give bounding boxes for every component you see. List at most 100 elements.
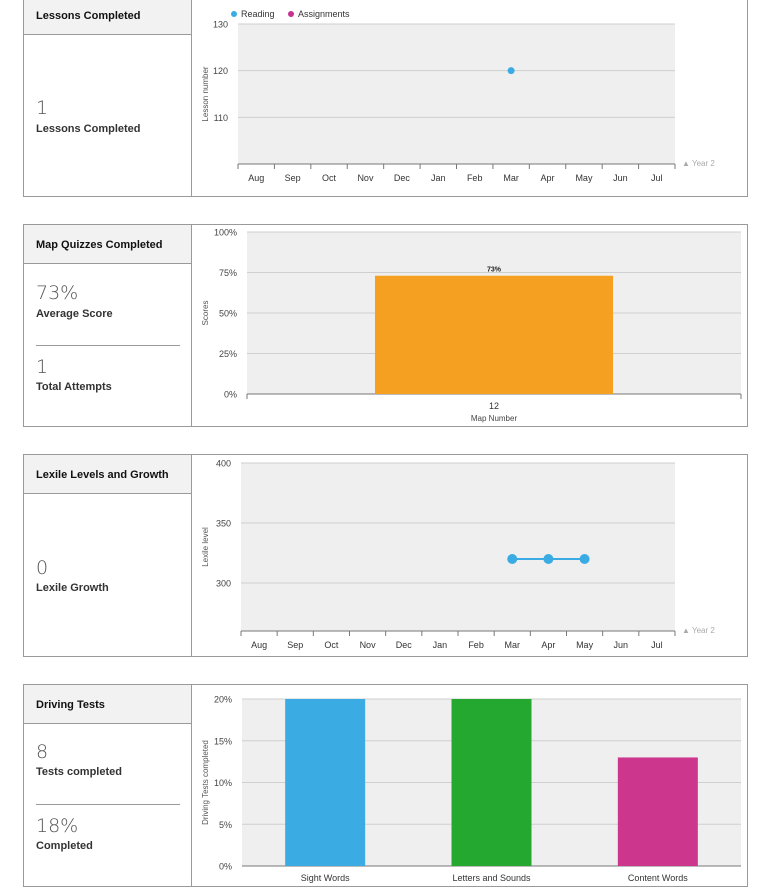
divider — [36, 804, 180, 805]
year-marker: ▲ Year 2 — [682, 159, 715, 168]
x-tick-label: Mar — [503, 173, 519, 183]
x-tick-label: Apr — [541, 640, 555, 650]
plot-area — [241, 463, 675, 631]
lexile-point — [543, 554, 554, 564]
panel-title: Lessons Completed — [36, 10, 141, 22]
lexile-chart: 300 350 400 Lexile level Aug Sep Oct Nov Dec Jan F… — [201, 459, 715, 651]
driving-tests-chart: 0% 5% 10% 15% 20% Driving Tests completed Sigh… — [201, 695, 741, 883]
average-score-value: 73% — [36, 282, 79, 304]
panel-title: Lexile Levels and Growth — [36, 469, 169, 481]
divider — [36, 345, 180, 346]
x-tick-label: Aug — [251, 640, 267, 650]
driving-tests-panel: Driving Tests 8 Tests completed 18% Comp… — [23, 684, 748, 887]
driving-tests-sidebar: Driving Tests 8 Tests completed 18% Comp… — [24, 685, 192, 886]
y-tick-label: 350 — [216, 519, 231, 529]
bar — [285, 699, 366, 866]
x-tick-label: Aug — [248, 173, 264, 183]
lessons-count-value: 1 — [36, 97, 49, 119]
x-tick-label: Feb — [467, 173, 483, 183]
map-quizzes-panel: Map Quizzes Completed 73% Average Score … — [23, 224, 748, 427]
total-attempts-value: 1 — [36, 356, 49, 378]
lexile-panel: Lexile Levels and Growth 0 Lexile Growth… — [23, 454, 748, 657]
y-axis-label: Lesson number — [201, 66, 210, 121]
y-tick-label: 5% — [219, 820, 232, 830]
y-tick-label: 50% — [219, 309, 237, 319]
x-tick-label: Nov — [360, 640, 377, 650]
driving-tests-header: Driving Tests — [24, 685, 191, 724]
tests-completed-value: 8 — [36, 741, 49, 763]
lessons-sidebar: Lessons Completed 1 Lessons Completed — [24, 0, 192, 196]
x-tick-label: Oct — [324, 640, 339, 650]
x-axis-label: Map Number — [471, 414, 518, 423]
lexile-sidebar: Lexile Levels and Growth 0 Lexile Growth — [24, 455, 192, 656]
lexile-growth-value: 0 — [36, 557, 49, 579]
y-tick-label: 130 — [213, 20, 228, 30]
lexile-header: Lexile Levels and Growth — [24, 455, 191, 494]
x-tick-label: Jan — [433, 640, 448, 650]
completed-percent-value: 18% — [36, 815, 79, 837]
map-quizzes-sidebar: Map Quizzes Completed 73% Average Score … — [24, 225, 192, 426]
x-tick-label: May — [576, 640, 594, 650]
y-tick-label: 400 — [216, 459, 231, 469]
y-tick-label: 20% — [214, 695, 232, 705]
tests-completed-label: Tests completed — [36, 766, 122, 778]
year-marker: ▲ Year 2 — [682, 626, 715, 635]
x-tick-label: Dec — [394, 173, 411, 183]
legend-assignments-label: Assignments — [298, 9, 350, 19]
x-tick-label: Jun — [613, 640, 628, 650]
x-tick-label: Sight Words — [301, 873, 350, 883]
y-tick-label: 100% — [214, 228, 237, 238]
x-tick-label: Jul — [651, 640, 663, 650]
lessons-panel: Lessons Completed 1 Lessons Completed 11… — [23, 0, 748, 197]
y-tick-label: 10% — [214, 778, 232, 788]
y-tick-label: 300 — [216, 579, 231, 589]
bar — [451, 699, 532, 866]
panel-title: Map Quizzes Completed — [36, 239, 163, 251]
y-tick-label: 25% — [219, 349, 237, 359]
x-tick-label: Dec — [396, 640, 413, 650]
plot-area — [238, 24, 675, 164]
x-tick-label: Mar — [505, 640, 521, 650]
x-tick-label: Oct — [322, 173, 337, 183]
average-score-label: Average Score — [36, 308, 113, 320]
bar — [375, 275, 613, 394]
y-tick-label: 0% — [224, 390, 237, 400]
map-quizzes-chart: 0% 25% 50% 75% 100% Scores 12 73% Map Number — [201, 228, 742, 423]
completed-percent-label: Completed — [36, 840, 93, 852]
lexile-point — [507, 554, 518, 564]
legend-reading-marker — [231, 11, 237, 17]
legend-reading-label: Reading — [241, 9, 275, 19]
x-tick-label: Feb — [468, 640, 484, 650]
y-tick-label: 110 — [214, 113, 228, 123]
x-tick-label: Jun — [613, 173, 628, 183]
lexile-growth-label: Lexile Growth — [36, 582, 109, 594]
x-tick-label: Letters and Sounds — [452, 873, 531, 883]
x-tick-label: Sep — [285, 173, 301, 183]
y-axis-label: Lexile level — [201, 527, 210, 567]
y-axis-label: Scores — [201, 301, 210, 326]
x-tick-label: Apr — [541, 173, 555, 183]
data-label: 73% — [487, 267, 502, 274]
lessons-header: Lessons Completed — [24, 0, 191, 35]
y-tick-label: 0% — [219, 862, 232, 872]
y-tick-label: 15% — [214, 736, 232, 746]
x-tick-label: May — [575, 173, 593, 183]
x-tick-label: Content Words — [628, 873, 688, 883]
y-axis-label: Driving Tests completed — [201, 740, 210, 825]
x-tick-label: Sep — [287, 640, 303, 650]
lessons-chart: 110 120 130 Lesson number Aug Sep Oct Nov Dec Jan… — [201, 9, 715, 183]
x-tick-label: 12 — [489, 401, 499, 411]
bar — [617, 757, 698, 866]
x-tick-label: Nov — [357, 173, 374, 183]
lexile-point — [579, 554, 590, 564]
x-tick-label: Jul — [651, 173, 663, 183]
panel-title: Driving Tests — [36, 699, 105, 711]
lessons-count-label: Lessons Completed — [36, 123, 141, 135]
legend-assignments-marker — [288, 11, 294, 17]
reading-point — [507, 67, 515, 75]
y-tick-label: 120 — [213, 66, 228, 76]
y-tick-label: 75% — [219, 268, 237, 278]
map-quizzes-header: Map Quizzes Completed — [24, 225, 191, 264]
total-attempts-label: Total Attempts — [36, 381, 112, 393]
x-tick-label: Jan — [431, 173, 446, 183]
